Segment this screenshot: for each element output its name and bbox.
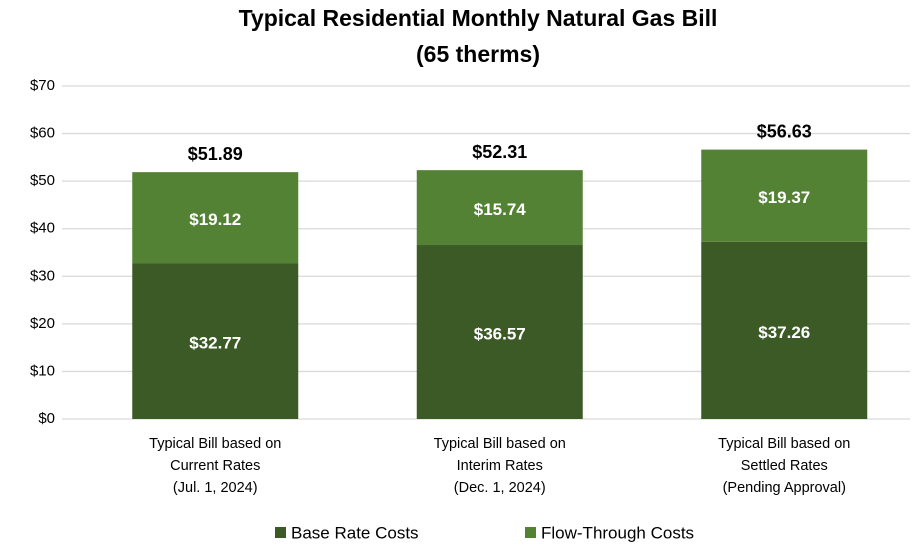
x-tick-label: Typical Bill based on bbox=[718, 436, 850, 452]
bar-segment bbox=[416, 170, 583, 246]
y-tick-label: $70 bbox=[30, 77, 55, 94]
legend-label: Flow-Through Costs bbox=[541, 523, 694, 542]
value-label: $19.37 bbox=[758, 188, 810, 207]
y-tick-label: $10 bbox=[30, 362, 55, 379]
y-tick-label: $40 bbox=[30, 220, 55, 237]
x-tick-label: (Jul. 1, 2024) bbox=[173, 480, 258, 496]
total-label: $51.89 bbox=[188, 144, 243, 164]
y-tick-label: $0 bbox=[38, 410, 55, 427]
y-tick-label: $60 bbox=[30, 125, 55, 142]
x-tick-label: (Dec. 1, 2024) bbox=[454, 480, 546, 496]
x-tick-label: Typical Bill based on bbox=[434, 436, 566, 452]
value-label: $32.77 bbox=[189, 334, 241, 353]
value-label: $15.74 bbox=[474, 200, 527, 219]
y-tick-label: $50 bbox=[30, 172, 55, 189]
chart-title: Typical Residential Monthly Natural Gas … bbox=[239, 5, 718, 31]
legend-label: Base Rate Costs bbox=[291, 523, 419, 542]
bar-segment bbox=[416, 245, 583, 419]
bar-segment bbox=[132, 172, 299, 264]
bar-segment bbox=[701, 149, 868, 242]
value-label: $37.26 bbox=[758, 323, 810, 342]
x-tick-label: Interim Rates bbox=[457, 458, 543, 474]
bar-segment bbox=[132, 263, 299, 419]
value-label: $19.12 bbox=[189, 210, 241, 229]
chart-subtitle: (65 therms) bbox=[416, 41, 540, 67]
value-label: $36.57 bbox=[474, 325, 526, 344]
y-tick-label: $20 bbox=[30, 315, 55, 332]
x-tick-label: (Pending Approval) bbox=[723, 480, 846, 496]
y-tick-label: $30 bbox=[30, 267, 55, 284]
x-tick-label: Typical Bill based on bbox=[149, 436, 281, 452]
total-label: $52.31 bbox=[472, 142, 527, 162]
x-tick-label: Settled Rates bbox=[741, 458, 828, 474]
bar-segment bbox=[701, 241, 868, 419]
x-tick-label: Current Rates bbox=[170, 458, 260, 474]
legend-swatch bbox=[275, 527, 286, 538]
legend-swatch bbox=[525, 527, 536, 538]
total-label: $56.63 bbox=[757, 121, 812, 141]
